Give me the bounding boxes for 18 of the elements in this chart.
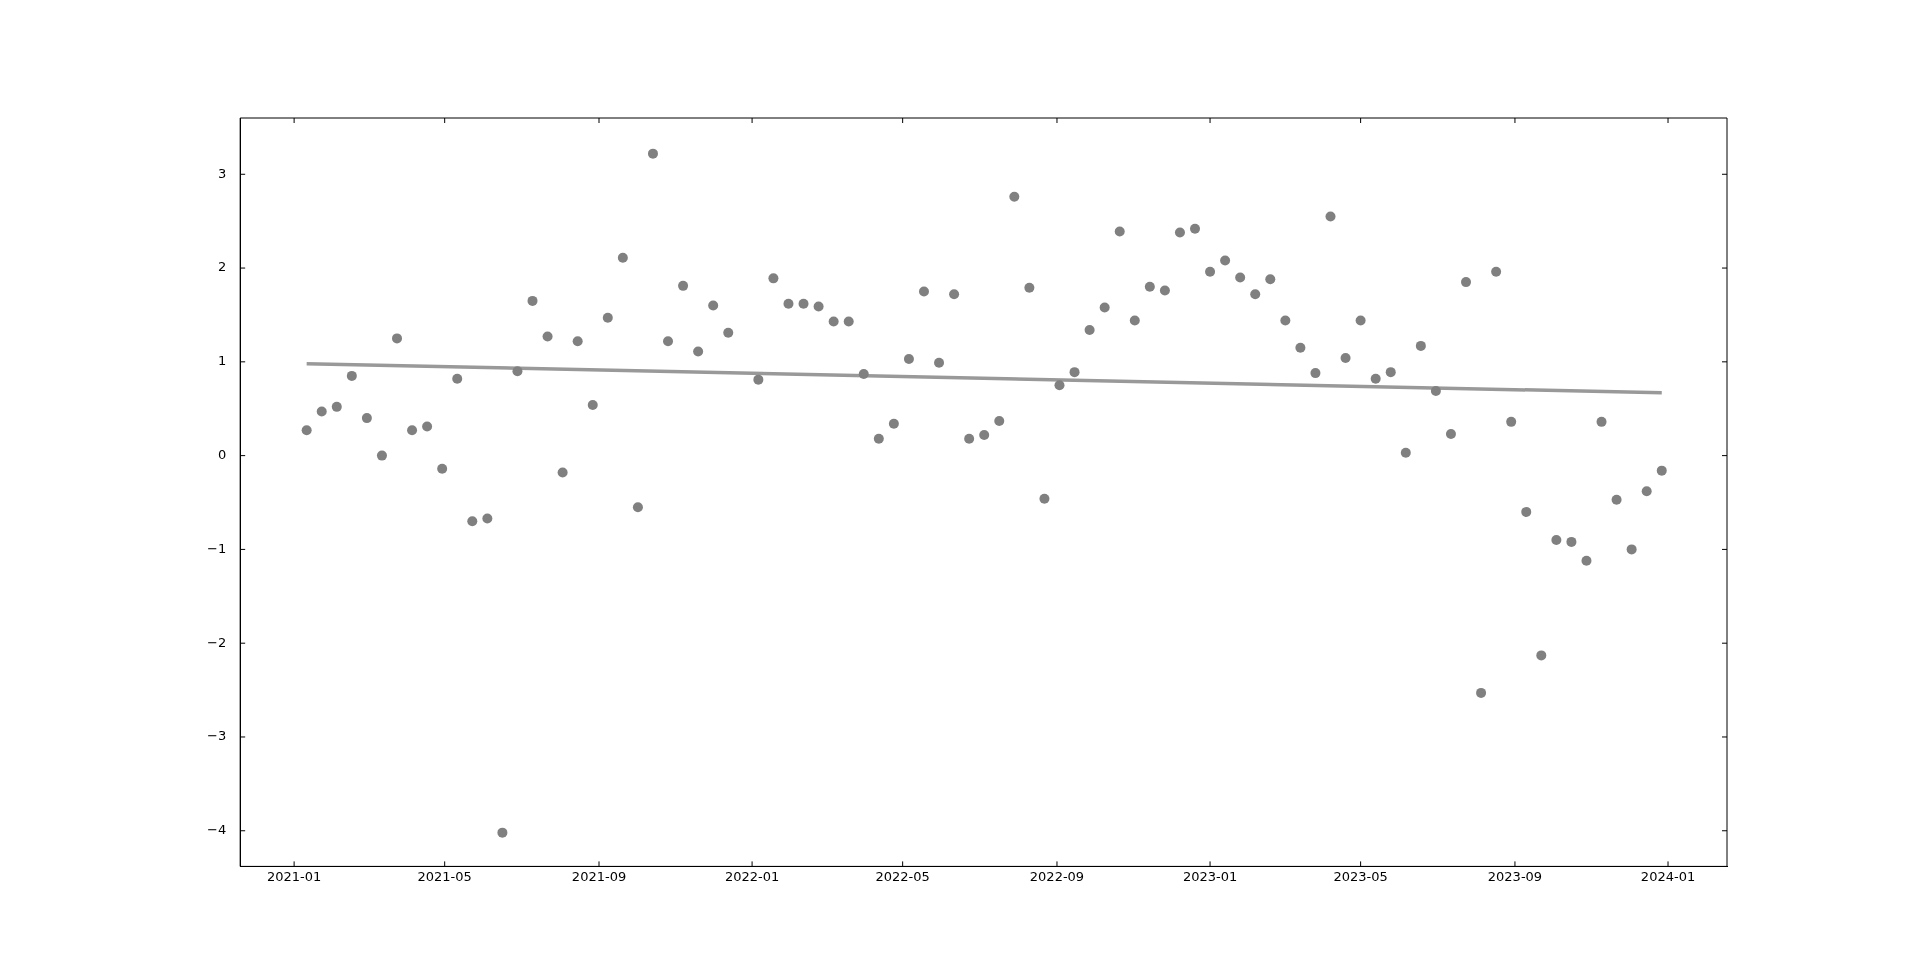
y-tick-label: −3 <box>206 728 227 744</box>
x-tick-label: 2021-01 <box>266 868 322 884</box>
y-tick-label: 2 <box>217 259 227 275</box>
y-tick-label: 1 <box>217 353 227 369</box>
x-tick-label: 2022-01 <box>724 868 780 884</box>
y-tick-label: −2 <box>206 634 227 650</box>
y-tick-label: −1 <box>206 540 227 556</box>
x-tick-label: 2021-05 <box>417 868 472 884</box>
x-tick-label: 2022-05 <box>875 868 930 884</box>
x-tick-label: 2021-09 <box>571 868 627 884</box>
y-tick-label: −4 <box>206 822 227 838</box>
x-tick-label: 2024-01 <box>1640 868 1696 884</box>
x-tick-label: 2023-09 <box>1487 868 1543 884</box>
x-tick-label: 2022-09 <box>1029 868 1085 884</box>
y-tick-label: 3 <box>217 165 227 181</box>
x-tick-label: 2023-05 <box>1333 868 1388 884</box>
y-tick-label: 0 <box>217 447 227 462</box>
x-tick-label: 2023-01 <box>1182 868 1238 884</box>
